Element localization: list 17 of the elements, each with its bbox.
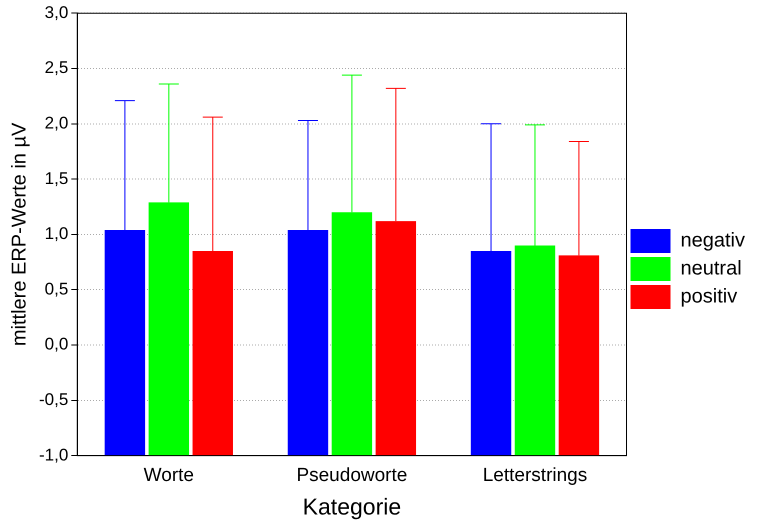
y-tick-label: 3,0: [44, 2, 68, 22]
x-axis-title: Kategorie: [302, 494, 402, 520]
legend-label: positiv: [680, 286, 738, 308]
y-tick-label: 0,5: [44, 279, 68, 298]
y-tick-label: 2,0: [44, 113, 68, 132]
y-axis-title: mittlere ERP-Werte in µV: [8, 122, 31, 346]
y-tick-label: 0,0: [44, 334, 68, 354]
y-tick-label: 1,5: [44, 168, 68, 188]
y-tick-label: 2,5: [44, 58, 68, 78]
y-tick-label: -0,5: [38, 390, 68, 409]
legend-label: negativ: [680, 230, 746, 252]
x-tick-label: Pseudoworte: [296, 465, 408, 486]
legend-label: neutral: [680, 258, 742, 280]
y-tick-label: -1,0: [38, 445, 68, 464]
x-tick-label: Letterstrings: [482, 465, 588, 486]
y-tick-label: 1,0: [44, 224, 68, 244]
x-tick-label: Worte: [144, 465, 194, 486]
